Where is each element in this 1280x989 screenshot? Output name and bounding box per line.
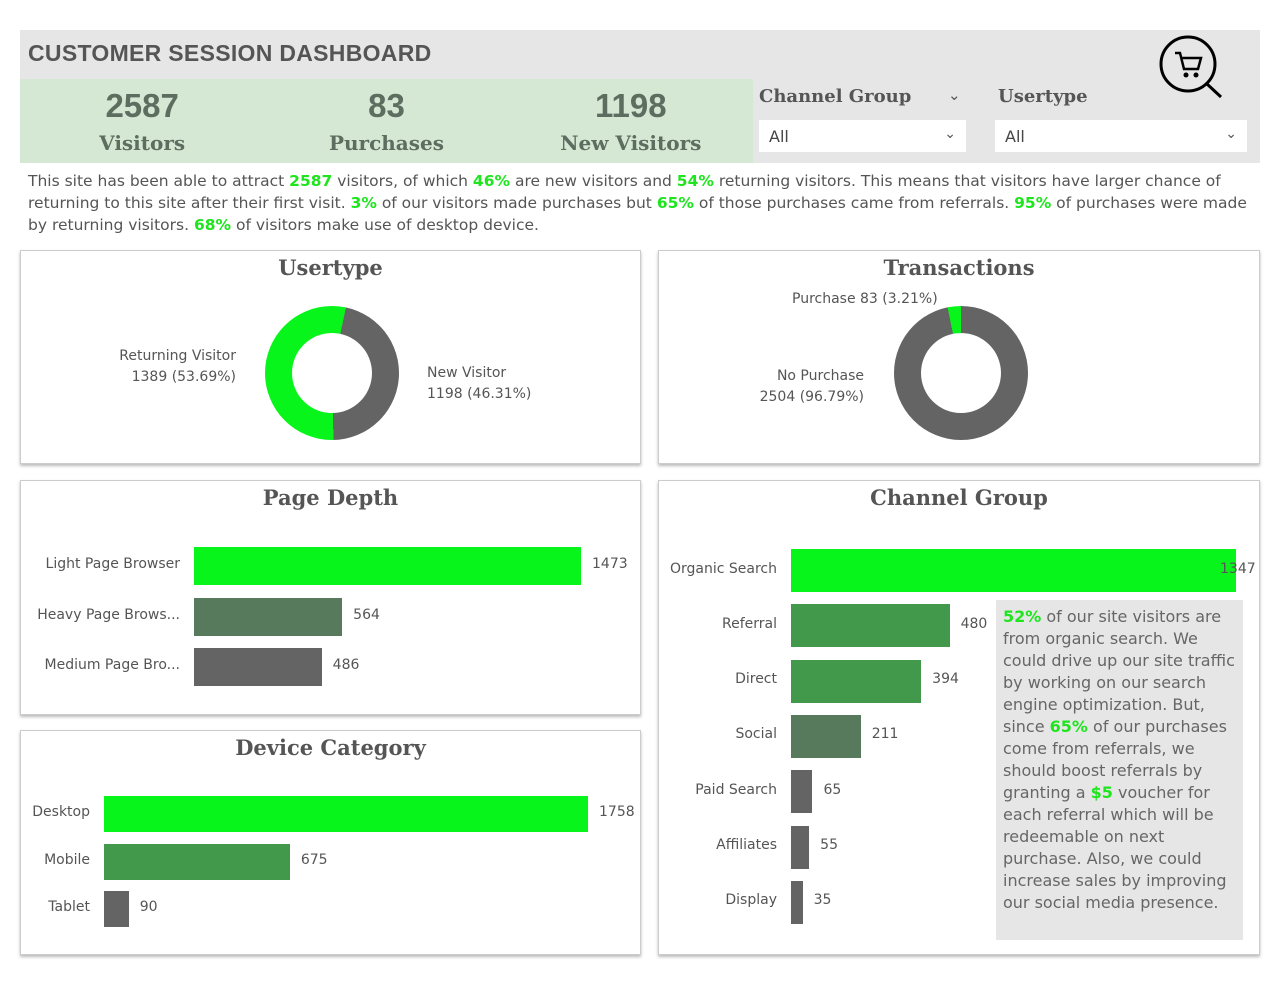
- kpi-visitors: 2587 Visitors: [20, 79, 264, 163]
- bar[interactable]: [791, 659, 922, 703]
- kpi-label: Purchases: [328, 131, 445, 155]
- bar-category-label: Mobile: [44, 851, 90, 868]
- kpi-value: 83: [368, 87, 405, 124]
- bar-value-label: 55: [820, 837, 838, 853]
- bar-category-label: Paid Search: [695, 781, 777, 798]
- channel-filter-label: Channel Group: [759, 86, 912, 107]
- bar[interactable]: [104, 891, 129, 927]
- chart-title: Channel Group: [870, 485, 1048, 510]
- chevron-down-icon[interactable]: ⌄: [948, 86, 961, 104]
- bar-value-label: 1473: [592, 556, 628, 572]
- select-value: All: [769, 127, 789, 146]
- kpi-strip: 2587 Visitors 83 Purchases 1198 New Visitor…: [20, 79, 753, 163]
- chart-title: Transactions: [883, 255, 1035, 280]
- usertype-select[interactable]: All ⌄: [995, 120, 1247, 152]
- bar[interactable]: [104, 843, 290, 880]
- bar-category-label: Organic Search: [669, 560, 777, 577]
- bar-category-label: Desktop: [32, 804, 90, 820]
- new-visitor-label: New Visitor 1198 (46.31%): [427, 365, 532, 402]
- bar-category-label: Tablet: [48, 899, 90, 915]
- purchase-label: Purchase 83 (3.21%): [792, 291, 938, 307]
- usertype-card: Usertype Returning Visitor 1389 (53.69%) …: [20, 250, 641, 464]
- bar-category-label: Direct: [735, 671, 777, 688]
- bar-category-label: Social: [735, 726, 777, 743]
- bar-value-label: 65: [823, 781, 842, 798]
- bar-value-label: 486: [332, 657, 360, 673]
- no-purchase-label: No Purchase 2504 (96.79%): [759, 368, 864, 405]
- page-title: CUSTOMER SESSION DASHBOARD: [28, 40, 432, 66]
- bar-value-label: 211: [871, 726, 899, 743]
- channel-insight-note: 52% of our site visitors are from organi…: [996, 600, 1243, 940]
- bar[interactable]: [194, 597, 343, 636]
- returning-visitor-label: Returning Visitor 1389 (53.69%): [119, 348, 236, 385]
- bar-category-label: Light Page Browser: [45, 556, 180, 572]
- transactions-donut[interactable]: [894, 306, 1028, 440]
- chart-title: Page Depth: [262, 485, 399, 510]
- transactions-card: Transactions Purchase 83 (3.21%) No Purc…: [658, 250, 1260, 464]
- bar-value-label: 480: [960, 615, 988, 632]
- page-depth-card: Page Depth Light Page Browser 1473 Heavy P…: [20, 480, 641, 715]
- bar[interactable]: [791, 714, 861, 758]
- select-value: All: [1005, 127, 1025, 146]
- channel-group-select[interactable]: All ⌄: [759, 120, 966, 152]
- chart-title: Device Category: [235, 735, 426, 760]
- bar-value-label: 675: [300, 851, 328, 868]
- bar-value-label: 90: [139, 899, 158, 915]
- bar-category-label: Heavy Page Brows...: [37, 606, 180, 623]
- bar-category-label: Referral: [722, 615, 777, 632]
- bar[interactable]: [791, 770, 813, 814]
- kpi-new-visitors: 1198 New Visitors: [509, 79, 753, 163]
- kpi-label: New Visitors: [560, 131, 702, 155]
- bar-category-label: Affiliates: [716, 837, 777, 853]
- usertype-donut[interactable]: [265, 306, 399, 440]
- bar[interactable]: [791, 604, 950, 648]
- bar-value-label: 1347: [1220, 560, 1256, 577]
- bar-value-label: 35: [813, 892, 832, 909]
- chevron-down-icon: ⌄: [944, 126, 956, 142]
- bar-category-label: Medium Page Bro...: [44, 657, 181, 673]
- summary-text: This site has been able to attract 2587 …: [28, 172, 1247, 234]
- usertype-filter-label: Usertype: [998, 86, 1088, 107]
- kpi-purchases: 83 Purchases: [264, 79, 508, 163]
- bar[interactable]: [791, 549, 1236, 592]
- bar-value-label: 394: [932, 671, 959, 688]
- bar-value-label: 1758: [599, 804, 635, 820]
- chevron-down-icon: ⌄: [1225, 126, 1237, 142]
- bar[interactable]: [194, 648, 322, 686]
- cart-search-icon: [1159, 35, 1223, 99]
- kpi-value: 2587: [105, 87, 179, 124]
- bar-category-label: Display: [725, 892, 777, 909]
- bar[interactable]: [791, 825, 810, 869]
- bar[interactable]: [104, 796, 588, 832]
- bar-value-label: 564: [353, 606, 380, 623]
- kpi-label: Visitors: [99, 131, 186, 155]
- kpi-value: 1198: [595, 87, 667, 124]
- device-category-card: Device Category Desktop 1758 Mobile 675 Tabl…: [20, 730, 641, 955]
- bar[interactable]: [194, 547, 581, 585]
- bar[interactable]: [791, 880, 803, 924]
- chart-title: Usertype: [278, 255, 383, 280]
